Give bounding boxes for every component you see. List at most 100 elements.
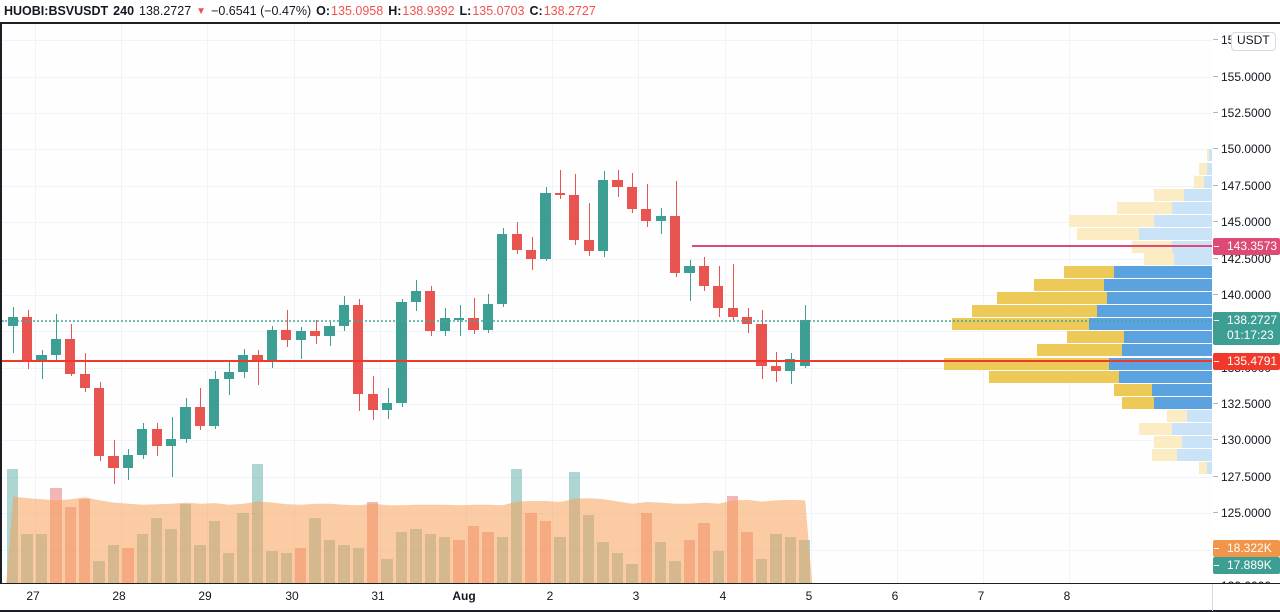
time-axis[interactable]: 27 28 29 30 31 Aug 2 3 4 5 6 7 8 [0, 584, 1280, 612]
gridline-horizontal [2, 149, 1212, 150]
volume-profile-bar-buy [1104, 279, 1212, 291]
time-axis-label: 4 [719, 589, 727, 603]
candle-body [425, 290, 436, 332]
last-price-label: 138.2727 [139, 4, 192, 18]
candle-body [626, 187, 638, 210]
time-axis-label: 3 [632, 589, 640, 603]
candle-body [324, 325, 335, 336]
volume-profile-bar-sell [971, 305, 1097, 317]
candle-body [785, 358, 796, 371]
price-tick-label: 130.0000 [1221, 433, 1272, 447]
volume-profile-bar-sell [1116, 202, 1172, 214]
volume-ma-tag[interactable]: 18.322K [1213, 540, 1280, 557]
gridline-vertical [466, 24, 467, 583]
candle-body [770, 366, 782, 371]
tick-mark [1213, 76, 1218, 77]
price-tick: 120.0000 [1212, 579, 1280, 583]
tick-mark [1214, 361, 1219, 362]
tick-mark [1213, 439, 1218, 440]
volume-profile-bar-buy [1184, 189, 1212, 201]
volume-profile-bar-sell [1154, 436, 1182, 448]
candle-body [698, 265, 710, 287]
volume-value-tag[interactable]: 17.889K [1213, 557, 1280, 574]
volume-profile-bar-sell [1064, 266, 1114, 278]
ohlc-open: O: 135.0958 [316, 4, 383, 18]
gridline-vertical [897, 24, 898, 583]
resistance-tag[interactable]: 143.3573 [1213, 238, 1280, 255]
volume-profile-bar-buy [1154, 397, 1212, 409]
open-key: O: [316, 4, 331, 18]
candle-body [396, 302, 407, 403]
tick-mark [1213, 294, 1218, 295]
price-tick-label: 145.0000 [1221, 215, 1272, 229]
volume-profile-bar-sell [996, 292, 1107, 304]
price-pane[interactable] [0, 22, 1212, 584]
gridline-vertical [638, 24, 639, 583]
gridline-horizontal [2, 77, 1212, 78]
gridline-vertical [380, 24, 381, 583]
gridline-vertical [294, 24, 295, 583]
candle-body [468, 318, 479, 330]
price-tick-label: 132.5000 [1221, 397, 1272, 411]
volume-tag-value: 18.322K [1227, 541, 1272, 555]
candle-body [597, 179, 609, 252]
interval-label[interactable]: 240 [113, 4, 135, 18]
price-tick-label: 142.5000 [1221, 252, 1272, 266]
gridline-horizontal [2, 259, 1212, 260]
price-tick: 147.5000 [1212, 179, 1280, 193]
tick-mark [1213, 476, 1218, 477]
candle-body [612, 179, 623, 188]
price-axis[interactable]: 157.5000155.0000152.5000150.0000147.5000… [1212, 22, 1280, 584]
gridline-vertical [983, 24, 984, 583]
candle-body [295, 331, 306, 341]
candle-wick [661, 207, 662, 234]
volume-profile-bar-buy [1119, 371, 1212, 383]
gridline-horizontal [2, 113, 1212, 114]
candle-body [353, 305, 364, 394]
volume-profile-bar-buy [1209, 149, 1212, 161]
time-axis-label: 5 [805, 589, 813, 603]
price-line-last-price [2, 320, 1212, 322]
gridline-horizontal [2, 331, 1212, 332]
symbol-label[interactable]: HUOBI:BSVUSDT [4, 4, 109, 18]
price-tick-label: 125.0000 [1221, 506, 1272, 520]
gridline-horizontal [2, 440, 1212, 441]
tick-mark [1213, 258, 1218, 259]
chart-frame: 157.5000155.0000152.5000150.0000147.5000… [0, 22, 1280, 612]
candle-body [281, 329, 292, 341]
candle-wick [474, 297, 475, 335]
time-axis-label: 29 [198, 589, 212, 603]
candle-body [497, 233, 508, 304]
gridline-vertical [35, 24, 36, 583]
candle-wick [85, 353, 86, 393]
price-tag-value: 143.3573 [1227, 239, 1278, 253]
candle-body [511, 233, 522, 250]
tick-mark [1214, 565, 1219, 566]
price-tick-label: 152.5000 [1221, 106, 1272, 120]
currency-badge[interactable]: USDT [1231, 32, 1276, 51]
candle-body [252, 354, 263, 362]
gridline-vertical [811, 24, 812, 583]
candle-wick [13, 306, 14, 354]
tick-mark [1213, 221, 1218, 222]
down-arrow-icon: ▼ [196, 5, 207, 17]
gridline-horizontal [2, 368, 1212, 369]
price-change-label: −0.6541 (−0.47%) [211, 4, 312, 18]
candle-wick [42, 350, 43, 380]
candle-body [799, 319, 810, 367]
candle-body [554, 193, 566, 195]
last-price-tag[interactable]: 138.2727 01:17:23 [1213, 312, 1280, 345]
price-tick: 132.5000 [1212, 397, 1280, 411]
candle-wick [172, 417, 173, 477]
support-tag[interactable]: 135.4791 [1213, 353, 1280, 370]
candle-body [309, 331, 321, 336]
price-tick-label: 140.0000 [1221, 288, 1272, 302]
candle-body [540, 193, 551, 259]
tick-mark [1213, 39, 1218, 40]
candle-body [641, 209, 652, 221]
tick-mark [1213, 185, 1218, 186]
tick-mark [1214, 320, 1219, 321]
candle-wick [258, 350, 259, 386]
candle-wick [589, 203, 590, 256]
price-tag-value: 135.4791 [1227, 354, 1278, 368]
